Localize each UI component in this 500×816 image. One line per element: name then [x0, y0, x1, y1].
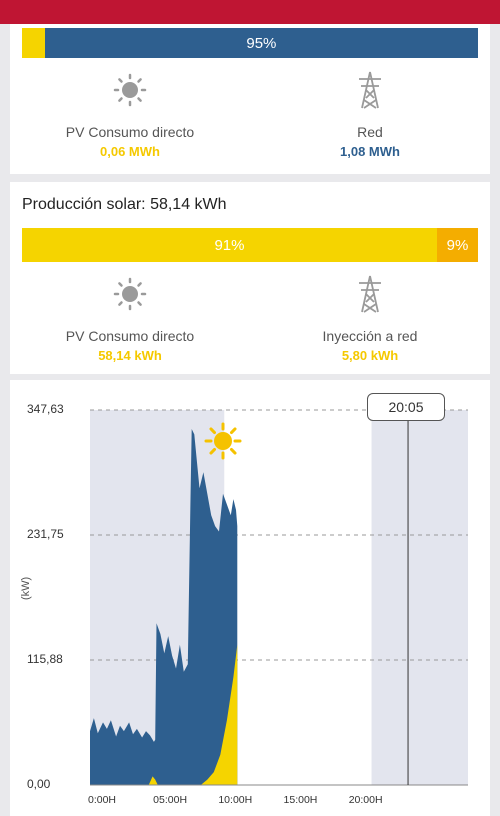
grid-injection-stat: Inyección a red 5,80 kWh	[250, 272, 490, 363]
grid-injection-segment: 9%	[436, 228, 478, 262]
cursor-time: 20:05	[388, 399, 424, 415]
series-area-consumption	[90, 429, 238, 785]
grid-injection-label: 9%	[446, 236, 469, 254]
app-top-bar	[0, 0, 500, 24]
night-region-evening	[371, 410, 468, 785]
y-tick-label: 0,00	[27, 777, 51, 791]
power-tower-icon	[250, 68, 490, 112]
stat-value: 5,80 kWh	[341, 348, 399, 363]
consumption-share-bar: 95%	[22, 28, 478, 58]
sun-icon	[10, 68, 250, 112]
pv-direct-consumption-stat: PV Consumo directo 58,14 kWh	[10, 272, 250, 363]
solar-production-card: Producción solar: 58,14 kWh 91% 9% PV Co…	[10, 182, 490, 374]
stat-label: PV Consumo directo	[65, 124, 195, 140]
x-tick-label: 10:00H	[218, 794, 253, 806]
x-tick-label: 05:00H	[153, 794, 188, 806]
stat-value: 1,08 MWh	[340, 144, 400, 159]
consumption-card: 95% PV Consumo directo 0,06 MWh Red 1,08…	[10, 24, 490, 174]
y-tick-label: 115,88	[27, 651, 63, 666]
sun-icon	[204, 422, 242, 460]
y-tick-label: 347,63	[27, 402, 64, 416]
y-tick-label: 231,75	[27, 527, 64, 541]
solar-share-segment	[22, 28, 45, 58]
pv-direct-consumption-stat: PV Consumo directo 0,06 MWh	[10, 68, 250, 159]
stat-value: 0,06 MWh	[100, 144, 160, 159]
power-tower-icon	[250, 272, 490, 316]
x-tick-label: 0:00H	[88, 794, 117, 806]
sun-icon	[10, 272, 250, 316]
stat-label: Red	[357, 124, 383, 140]
grid-share-segment: 95%	[44, 28, 478, 58]
time-cursor-label[interactable]: 20:05	[367, 393, 445, 421]
direct-use-label: 91%	[214, 236, 245, 254]
stat-value: 58,14 kWh	[98, 348, 162, 363]
x-tick-label: 20:00H	[348, 794, 383, 806]
direct-use-segment: 91%	[22, 228, 437, 262]
stat-label: Inyección a red	[322, 328, 418, 344]
stat-label: PV Consumo directo	[65, 328, 195, 344]
series-area-solar	[148, 644, 238, 785]
solar-share-bar: 91% 9%	[22, 228, 478, 262]
solar-production-title: Producción solar: 58,14 kWh	[22, 196, 227, 213]
x-tick-label: 15:00H	[283, 794, 318, 806]
grid-share-label: 95%	[246, 34, 277, 52]
grid-stat: Red 1,08 MWh	[250, 68, 490, 159]
